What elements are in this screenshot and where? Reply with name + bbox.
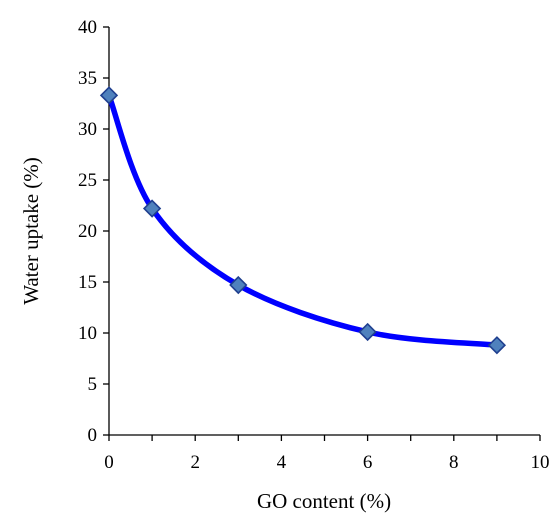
y-tick-label: 10 bbox=[78, 323, 97, 344]
y-tick-label: 5 bbox=[88, 374, 98, 395]
data-point bbox=[142, 199, 162, 218]
y-tick-label: 0 bbox=[88, 425, 98, 446]
axes: 0 5 10 15 20 25 30 35 40 0 2 4 6 8 10 bbox=[78, 17, 550, 473]
data-point bbox=[487, 336, 507, 355]
x-axis-title: GO content (%) bbox=[257, 489, 391, 513]
series-line bbox=[106, 92, 500, 348]
x-tick-label: 4 bbox=[277, 452, 287, 473]
y-tick-label: 15 bbox=[78, 272, 97, 293]
series-group bbox=[99, 86, 507, 355]
y-axis-title: Water uptake (%) bbox=[19, 157, 43, 305]
data-point bbox=[99, 86, 119, 105]
y-tick-label: 30 bbox=[78, 119, 97, 140]
y-tick-label: 25 bbox=[78, 170, 97, 191]
x-tick-label: 10 bbox=[531, 452, 550, 473]
y-tick-label: 35 bbox=[78, 68, 97, 89]
x-tick-label: 0 bbox=[104, 452, 114, 473]
y-tick-label: 20 bbox=[78, 221, 97, 242]
data-point bbox=[229, 275, 248, 295]
x-tick-label: 8 bbox=[449, 452, 459, 473]
data-point bbox=[358, 322, 377, 342]
y-tick-label: 40 bbox=[78, 17, 97, 38]
x-tick-label: 2 bbox=[190, 452, 200, 473]
x-tick-label: 6 bbox=[363, 452, 373, 473]
